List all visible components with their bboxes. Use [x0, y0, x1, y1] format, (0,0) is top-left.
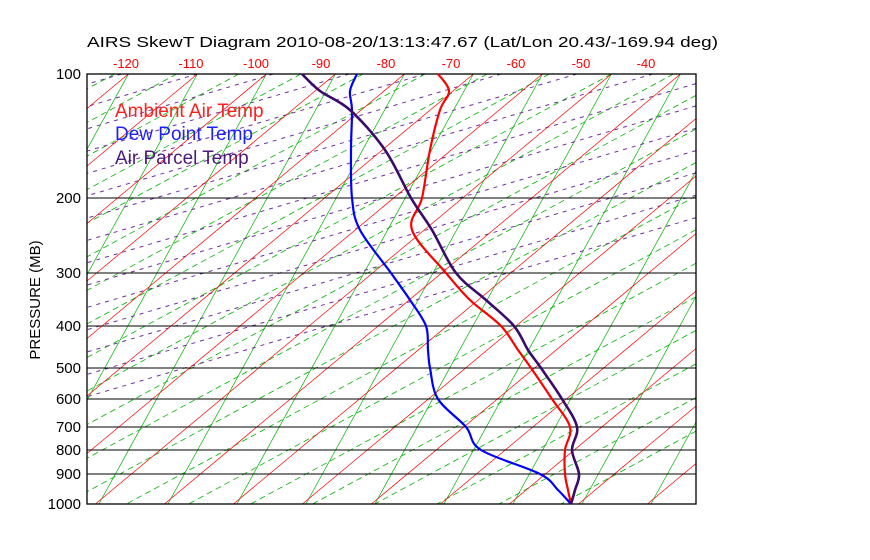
svg-text:900: 900	[56, 466, 81, 483]
svg-text:500: 500	[56, 360, 81, 377]
svg-text:-70: -70	[442, 56, 461, 71]
svg-text:600: 600	[56, 391, 81, 408]
svg-text:-60: -60	[507, 56, 526, 71]
svg-text:Dew Point Temp: Dew Point Temp	[115, 124, 253, 145]
svg-text:PRESSURE (MB): PRESSURE (MB)	[27, 240, 44, 359]
svg-text:400: 400	[56, 318, 81, 335]
svg-text:100: 100	[56, 66, 81, 83]
svg-text:300: 300	[56, 265, 81, 282]
svg-text:800: 800	[56, 442, 81, 459]
svg-text:-90: -90	[312, 56, 331, 71]
svg-text:700: 700	[56, 419, 81, 436]
svg-text:-80: -80	[377, 56, 396, 71]
svg-text:-110: -110	[178, 56, 203, 71]
svg-text:Air Parcel Temp: Air Parcel Temp	[115, 148, 249, 169]
svg-text:1000: 1000	[48, 496, 81, 513]
svg-text:-40: -40	[637, 56, 656, 71]
svg-text:-100: -100	[243, 56, 269, 71]
svg-text:200: 200	[56, 190, 81, 207]
svg-text:AIRS SkewT Diagram 2010-08-20/: AIRS SkewT Diagram 2010-08-20/13:13:47.6…	[87, 34, 718, 51]
svg-text:-50: -50	[572, 56, 591, 71]
svg-text:-120: -120	[113, 56, 139, 71]
svg-text:Ambient Air Temp: Ambient Air Temp	[115, 101, 264, 122]
